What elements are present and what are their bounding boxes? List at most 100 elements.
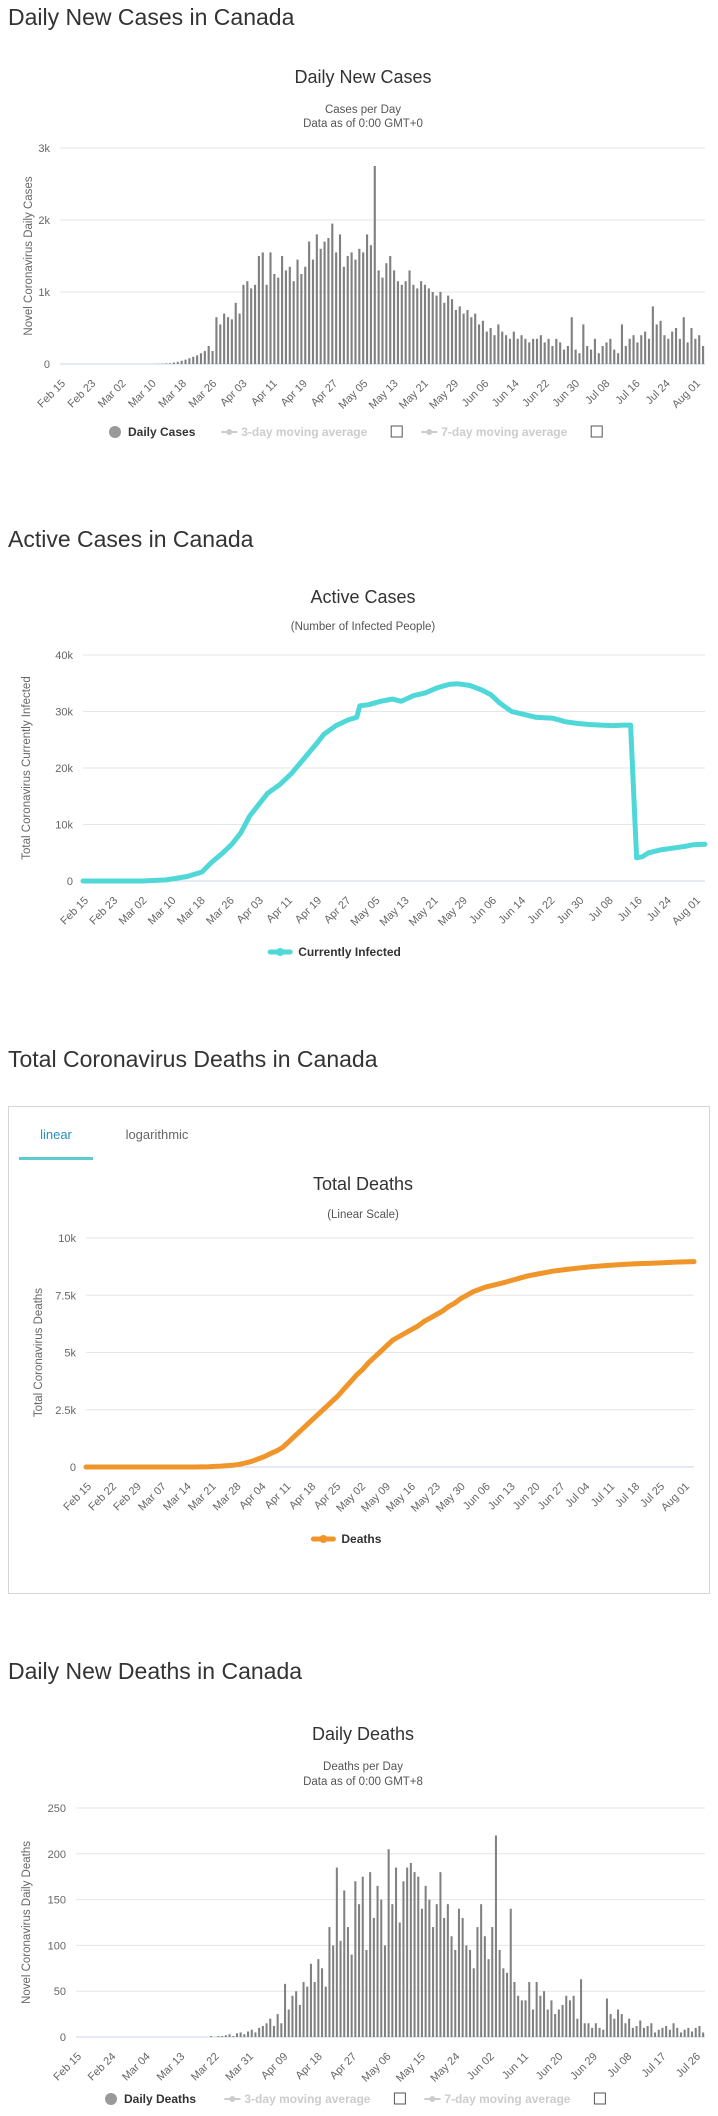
legend-label: 3-day moving average (244, 2092, 370, 2106)
bar (501, 331, 504, 364)
bar (302, 1982, 305, 2037)
x-tick-label: May 15 (394, 2051, 428, 2085)
bar (565, 1995, 568, 2037)
bar (617, 2009, 620, 2037)
bar (288, 266, 291, 364)
x-tick-label: Jun 06 (461, 1481, 493, 1513)
x-tick-label: Jun 30 (555, 895, 587, 927)
x-tick-label: Jul 08 (586, 895, 615, 924)
bar (165, 363, 168, 364)
legend-marker (229, 2096, 236, 2102)
legend-checkbox[interactable] (593, 2092, 606, 2105)
y-tick-label: 250 (48, 1803, 66, 1815)
bar (428, 1899, 431, 2037)
y-axis-label: Total Coronavirus Currently Infected (21, 676, 33, 859)
y-tick-label: 10k (58, 1233, 76, 1245)
bar (328, 1927, 331, 2037)
x-tick-label: Jul 24 (644, 378, 673, 407)
bar (346, 256, 349, 364)
x-tick-label: Jul 08 (583, 378, 612, 407)
bar (605, 1998, 608, 2037)
x-tick-label: Mar 28 (211, 1481, 244, 1514)
bar (354, 1881, 357, 2037)
bar (435, 295, 438, 364)
bar (639, 2020, 642, 2037)
bar (461, 1917, 464, 2037)
legend-checkbox[interactable] (590, 425, 603, 438)
bar (298, 2004, 301, 2037)
bar (663, 335, 666, 364)
x-tick-label: Mar 18 (156, 378, 189, 411)
bar (308, 241, 311, 364)
daily-deaths-chart: Daily Deaths Deaths per Day Data as of 0:0… (21, 1724, 705, 2106)
bar (591, 2027, 594, 2037)
bar (346, 1927, 349, 2037)
y-tick-label: 0 (67, 876, 73, 888)
legend-checkbox[interactable] (390, 425, 403, 438)
x-tick-label: Jul 16 (616, 895, 645, 924)
bar (184, 359, 187, 364)
bar (682, 317, 685, 364)
chart-subtitle: Data as of 0:00 GMT+8 (303, 1776, 423, 1788)
y-tick-label: 7.5k (55, 1290, 76, 1302)
bar (646, 2026, 649, 2037)
bar (373, 166, 376, 364)
bar (420, 281, 423, 364)
x-tick-label: Jun 22 (526, 895, 558, 927)
bar (698, 335, 701, 364)
bar (532, 338, 535, 364)
chart-subtitle: (Number of Infected People) (291, 621, 436, 633)
bar (385, 263, 388, 364)
bar (261, 252, 264, 364)
bar (230, 319, 233, 364)
bar (350, 1954, 353, 2037)
bar (447, 295, 450, 364)
bar (207, 346, 210, 364)
chart-subtitle: Cases per Day (325, 104, 401, 116)
bar (300, 274, 303, 364)
bar (679, 2032, 682, 2037)
bar (380, 1899, 383, 2037)
bar (292, 281, 295, 364)
bar (324, 1986, 327, 2037)
bar (321, 1968, 324, 2037)
bar (269, 252, 272, 364)
bar (694, 2027, 697, 2037)
y-tick-label: 2.5k (55, 1405, 76, 1417)
bar (381, 277, 384, 364)
bar (686, 342, 689, 364)
bar (512, 331, 515, 364)
bar (192, 356, 195, 364)
bar (228, 2034, 231, 2037)
bar (242, 284, 245, 364)
x-tick-label: Feb 23 (88, 895, 121, 928)
bar (276, 2014, 279, 2037)
bar (317, 1959, 320, 2037)
legend-marker (426, 429, 433, 435)
x-tick-label: Aug 01 (670, 895, 703, 928)
tab-linear[interactable]: linear (19, 1125, 93, 1160)
bar (358, 248, 361, 364)
bar (562, 349, 566, 364)
section-title-active-cases: Active Cases in Canada (8, 526, 254, 552)
tab-logarithmic[interactable]: logarithmic (125, 1127, 189, 1142)
x-tick-label: Apr 04 (237, 1481, 268, 1512)
bar (539, 1995, 542, 2037)
bar (284, 270, 288, 364)
section-title-daily-deaths: Daily New Deaths in Canada (8, 1658, 303, 1684)
bar (593, 338, 596, 364)
bar (273, 274, 276, 364)
x-tick-label: Jun 06 (467, 895, 499, 927)
y-tick-label: 40k (55, 650, 73, 662)
bar (250, 288, 253, 364)
bar (601, 346, 604, 364)
bar (269, 2018, 272, 2037)
bar (561, 2004, 564, 2037)
x-tick-label: Jul 04 (563, 1481, 592, 1510)
bar (687, 2027, 690, 2037)
x-tick-label: Jul 18 (613, 1481, 642, 1510)
x-tick-label: Mar 10 (126, 378, 159, 411)
bar (362, 252, 365, 364)
legend-checkbox[interactable] (393, 2092, 406, 2105)
x-tick-label: Jun 14 (496, 895, 528, 927)
